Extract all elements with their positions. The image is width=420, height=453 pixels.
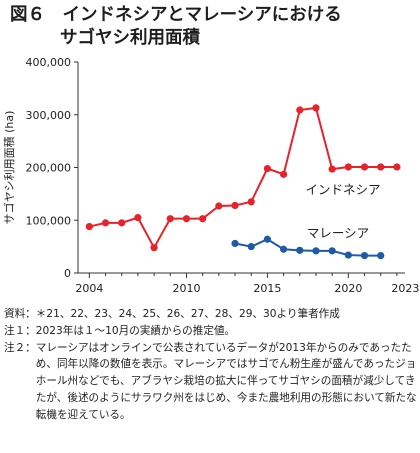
y-tick-label: 100,000 bbox=[26, 214, 72, 227]
figure-notes: 資料： ＊21、22、23、24、25、26、27、28、29、30より筆者作成… bbox=[4, 306, 418, 424]
data-point bbox=[247, 243, 255, 251]
chart-series bbox=[85, 104, 401, 260]
figure-title-line1: 図６ インドネシアとマレーシアにおける bbox=[10, 5, 342, 25]
data-point bbox=[279, 170, 288, 178]
series-line bbox=[234, 238, 381, 257]
note-label: 注２： bbox=[4, 341, 36, 354]
data-point bbox=[296, 106, 304, 114]
note-1: 注１： 2023年は１～10月の実績からの推定値。 bbox=[4, 323, 418, 340]
data-point bbox=[231, 201, 239, 210]
x-tick-label: 2004 bbox=[75, 282, 103, 295]
y-tick-label: 0 bbox=[64, 267, 71, 280]
data-point bbox=[101, 219, 110, 227]
data-point bbox=[215, 202, 223, 210]
series-malaysia bbox=[231, 235, 385, 260]
y-tick-label: 200,000 bbox=[26, 162, 72, 175]
x-tick-label: 2015 bbox=[253, 282, 281, 295]
note-label: 注１： bbox=[4, 324, 36, 337]
note-label: 資料： bbox=[4, 308, 36, 320]
data-point bbox=[134, 214, 142, 222]
data-point bbox=[85, 222, 93, 231]
data-point bbox=[279, 245, 288, 253]
data-point bbox=[247, 198, 255, 206]
data-point bbox=[199, 215, 207, 223]
data-point bbox=[360, 251, 369, 260]
note-text: マレーシアはオンラインで公表されているデータが2013年からのみであったため、同… bbox=[35, 341, 417, 421]
y-tick-label: 400,000 bbox=[26, 56, 72, 69]
note-source: 資料： ＊21、22、23、24、25、26、27、28、29、30より筆者作成 bbox=[4, 306, 418, 323]
x-tick-label: 2010 bbox=[172, 282, 200, 295]
data-point bbox=[328, 165, 336, 173]
data-point bbox=[312, 247, 320, 255]
data-point bbox=[393, 163, 401, 171]
data-point bbox=[231, 239, 239, 248]
data-point bbox=[344, 163, 352, 171]
data-point bbox=[360, 163, 369, 171]
series-label-indonesia: インドネシア bbox=[305, 182, 380, 197]
x-axis-end-label: 2023年 bbox=[391, 281, 420, 295]
note-text: ＊21、22、23、24、25、26、27、28、29、30より筆者作成 bbox=[35, 308, 340, 320]
data-point bbox=[263, 235, 272, 243]
note-text: 2023年は１～10月の実績からの推定値。 bbox=[35, 324, 236, 337]
series-label-malaysia: マレーシア bbox=[307, 226, 369, 241]
data-point bbox=[328, 247, 336, 255]
line-chart: 0 100,000 200,000 300,000 400,000 2004 2010 201… bbox=[2, 56, 420, 295]
y-tick-label: 300,000 bbox=[26, 109, 72, 122]
data-point bbox=[296, 246, 304, 254]
data-point bbox=[150, 244, 158, 252]
y-axis-label-group: サゴヤシ利用面積 (ha) bbox=[2, 111, 16, 225]
data-point bbox=[312, 104, 320, 112]
series-indonesia bbox=[85, 104, 401, 252]
y-axis-label: サゴヤシ利用面積 (ha) bbox=[2, 111, 16, 225]
chart-axes: 0 100,000 200,000 300,000 400,000 2004 2010 201… bbox=[26, 56, 420, 295]
data-point bbox=[377, 251, 385, 260]
figure-title: 図６ インドネシアとマレーシアにおける サゴヤシ利用面積 bbox=[10, 4, 410, 50]
data-point bbox=[377, 163, 385, 171]
data-point bbox=[182, 215, 191, 223]
data-point bbox=[166, 215, 174, 223]
data-point bbox=[118, 219, 126, 227]
x-tick-label: 2020 bbox=[334, 282, 362, 295]
data-point bbox=[263, 164, 272, 173]
data-point bbox=[344, 251, 352, 259]
note-2: 注２： マレーシアはオンラインで公表されているデータが2013年からのみであった… bbox=[4, 340, 418, 424]
figure-title-line2: サゴヤシ利用面積 bbox=[60, 28, 200, 48]
